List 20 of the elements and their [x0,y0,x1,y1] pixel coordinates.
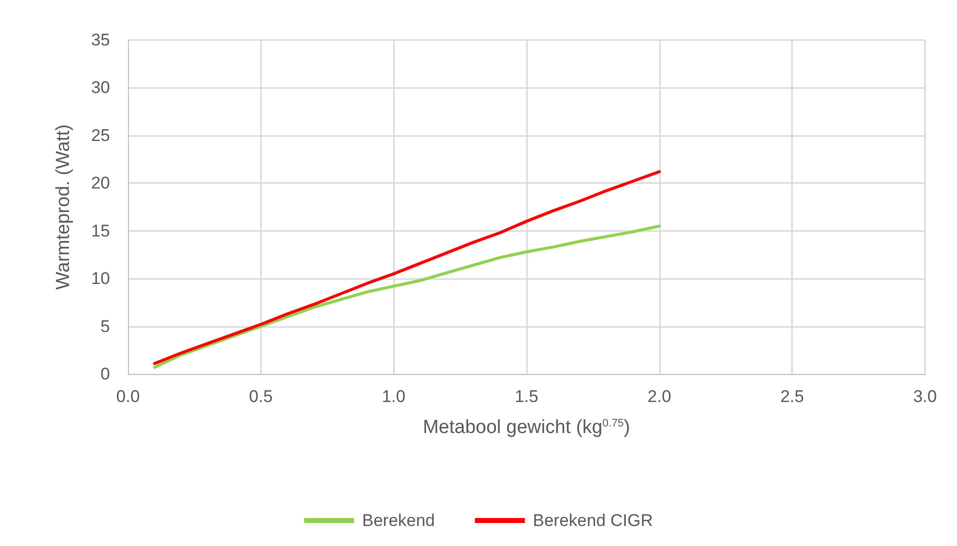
y-tick-label: 15 [91,221,110,240]
line-series [153,170,661,366]
y-tick-label: 30 [91,78,110,98]
x-tick-label: 0.5 [249,387,273,406]
y-tick-label: 10 [91,269,110,288]
x-tick-label: 2.5 [780,387,804,406]
x-tick-label: 3.0 [913,387,937,406]
y-tick-label: 35 [91,30,110,50]
y-tick-label: 0 [100,364,110,384]
x-tick-label: 0.0 [116,387,140,406]
y-axis-title: Warmteprod. (Watt) [53,124,74,290]
y-tick-label: 5 [100,316,110,336]
x-tick-label: 1.5 [514,387,538,406]
legend-label: Berekend [362,511,435,530]
legend-label: Berekend CIGR [532,511,653,530]
line-series [153,224,661,369]
y-tick-label: 20 [91,174,110,193]
y-tick-label: 25 [91,126,110,145]
x-tick-label: 1.0 [382,387,406,406]
x-tick-label: 2.0 [648,387,672,406]
